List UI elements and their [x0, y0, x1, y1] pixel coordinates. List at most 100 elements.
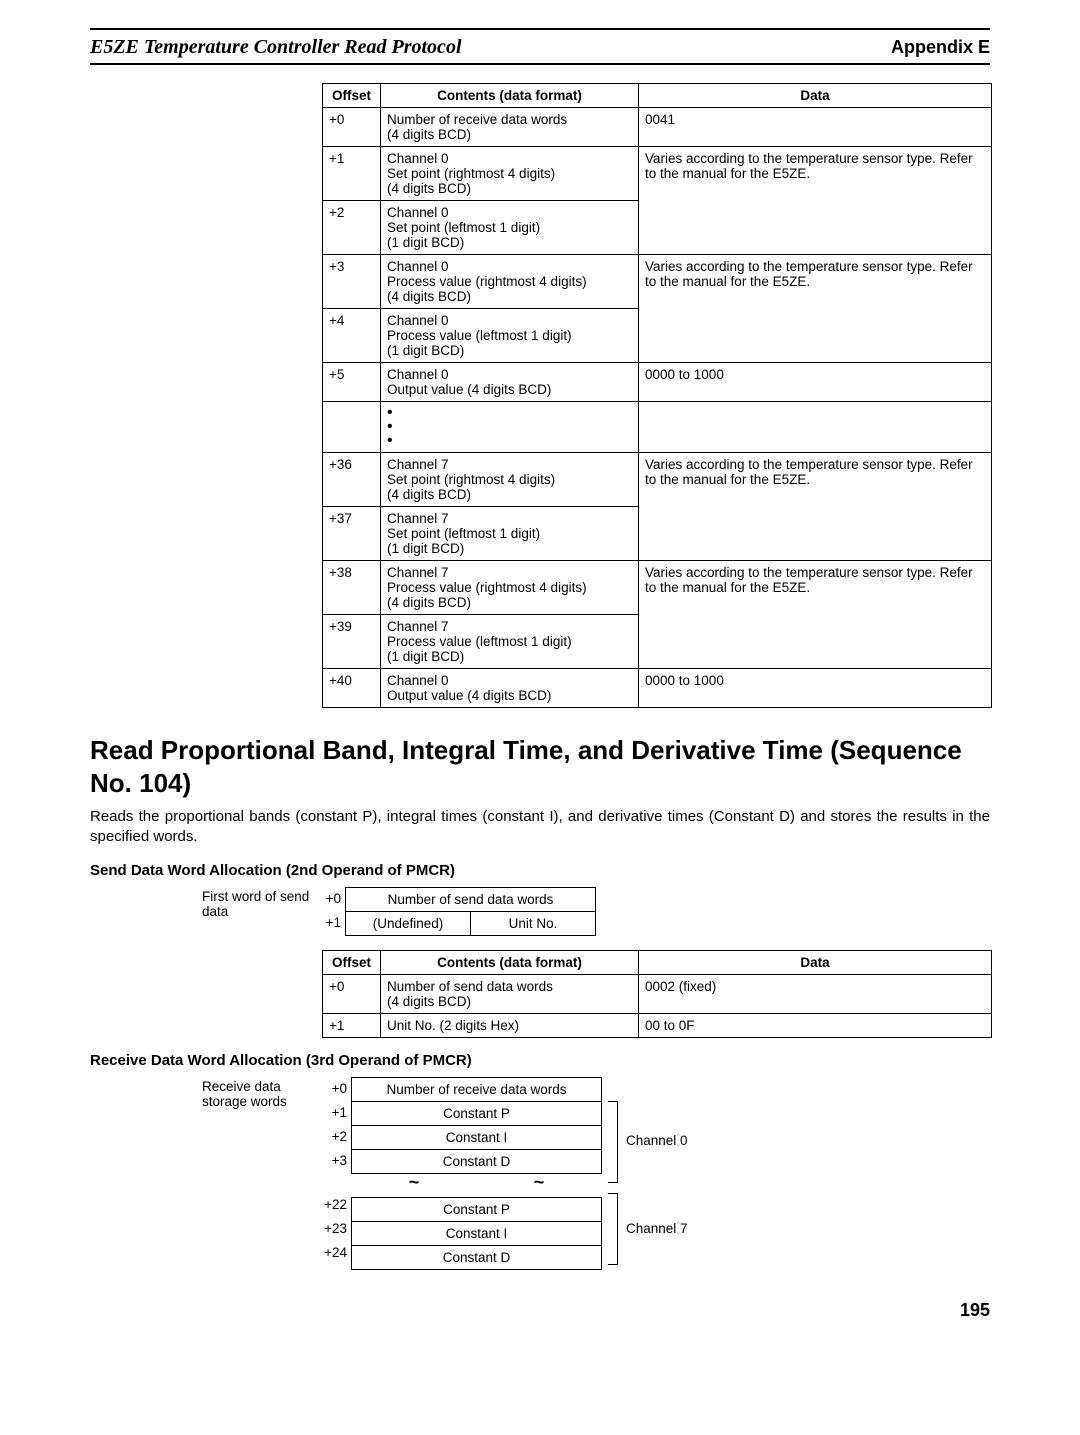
alloc-cell: (Undefined): [346, 911, 471, 935]
table-row: Constant I: [352, 1125, 602, 1149]
offset-label: +1: [317, 911, 345, 935]
page-header: E5ZE Temperature Controller Read Protoco…: [90, 36, 990, 65]
gap-row: ~ ~: [352, 1173, 602, 1197]
data-cell: Varies according to the temperature sens…: [639, 147, 992, 255]
alloc-cell: Constant P: [352, 1101, 602, 1125]
contents-cell: Unit No. (2 digits Hex): [381, 1013, 639, 1037]
contents-cell: Number of receive data words(4 digits BC…: [381, 108, 639, 147]
table-row: +0Number of send data words(4 digits BCD…: [323, 974, 992, 1013]
send-alloc-table: Number of send data words (Undefined) Un…: [345, 887, 596, 936]
offset-cell: +1: [323, 1013, 381, 1037]
contents-cell: Channel 7Set point (leftmost 1 digit)(1 …: [381, 507, 639, 561]
data-cell: 0041: [639, 108, 992, 147]
top-rule: [90, 28, 990, 30]
receive-data-table: Offset Contents (data format) Data +0Num…: [322, 83, 992, 708]
section-body: Reads the proportional bands (constant P…: [90, 807, 990, 848]
table-row: Constant I: [352, 1221, 602, 1245]
offset-label: +22: [317, 1193, 351, 1217]
data-cell: 0002 (fixed): [639, 974, 992, 1013]
section-title: Read Proportional Band, Integral Time, a…: [90, 734, 990, 799]
empty-cell: [323, 402, 381, 453]
data-cell: Varies according to the temperature sens…: [639, 453, 992, 561]
bracket-icon: [608, 1193, 618, 1265]
send-data-table: Offset Contents (data format) Data +0Num…: [322, 950, 992, 1038]
table-header-row: Offset Contents (data format) Data: [323, 950, 992, 974]
contents-cell: Channel 0Process value (leftmost 1 digit…: [381, 309, 639, 363]
contents-cell: Channel 0Output value (4 digits BCD): [381, 363, 639, 402]
recv-alloc-table: Number of receive data words Constant P …: [351, 1077, 602, 1270]
table-row: +0Number of receive data words(4 digits …: [323, 108, 992, 147]
offset-cell: +37: [323, 507, 381, 561]
alloc-cell: Constant D: [352, 1149, 602, 1173]
table-row: Constant P: [352, 1101, 602, 1125]
offset-cell: +39: [323, 615, 381, 669]
header-right: Appendix E: [891, 37, 990, 58]
table-row: +40Channel 0Output value (4 digits BCD)0…: [323, 669, 992, 708]
contents-cell: Channel 7Process value (leftmost 1 digit…: [381, 615, 639, 669]
th-data: Data: [639, 950, 992, 974]
offset-label: +0: [317, 1077, 351, 1101]
data-cell: 00 to 0F: [639, 1013, 992, 1037]
table-row: Constant P: [352, 1197, 602, 1221]
page-number: 195: [90, 1300, 990, 1321]
alloc-cell: Number of receive data words: [352, 1077, 602, 1101]
offset-label: +23: [317, 1217, 351, 1241]
table-row: +1Channel 0Set point (rightmost 4 digits…: [323, 147, 992, 201]
offset-label: +3: [317, 1149, 351, 1173]
bracket-label: Channel 7: [626, 1221, 688, 1236]
table-row: +5Channel 0Output value (4 digits BCD)00…: [323, 363, 992, 402]
contents-cell: Number of send data words(4 digits BCD): [381, 974, 639, 1013]
th-offset: Offset: [323, 950, 381, 974]
offset-cell: +38: [323, 561, 381, 615]
table-row: (Undefined) Unit No.: [346, 911, 596, 935]
table-header-row: Offset Contents (data format) Data: [323, 84, 992, 108]
table-row: •••: [323, 402, 992, 453]
contents-cell: Channel 0Set point (leftmost 1 digit)(1 …: [381, 201, 639, 255]
header-left: E5ZE Temperature Controller Read Protoco…: [90, 36, 462, 59]
alloc-cell: Constant I: [352, 1125, 602, 1149]
contents-cell: Channel 0Process value (rightmost 4 digi…: [381, 255, 639, 309]
contents-cell: Channel 0Set point (rightmost 4 digits)(…: [381, 147, 639, 201]
th-contents: Contents (data format): [381, 84, 639, 108]
data-cell: Varies according to the temperature sens…: [639, 561, 992, 669]
alloc-cell: Number of send data words: [346, 887, 596, 911]
offset-label: +24: [317, 1241, 351, 1265]
send-alloc-offsets: +0 +1: [317, 887, 345, 935]
table-row: Number of send data words: [346, 887, 596, 911]
send-alloc-label: First word of send data: [202, 887, 317, 919]
offset-label: +0: [317, 887, 345, 911]
alloc-cell: Constant D: [352, 1245, 602, 1269]
tilde-icon: ~: [409, 1172, 420, 1192]
offset-label: +1: [317, 1101, 351, 1125]
table-row: Constant D: [352, 1245, 602, 1269]
offset-cell: +5: [323, 363, 381, 402]
th-contents: Contents (data format): [381, 950, 639, 974]
bracket-icon: [608, 1101, 618, 1183]
table-row: +36Channel 7Set point (rightmost 4 digit…: [323, 453, 992, 507]
offset-cell: +2: [323, 201, 381, 255]
table-row: +1Unit No. (2 digits Hex)00 to 0F: [323, 1013, 992, 1037]
recv-alloc-diagram: Receive data storage words +0 +1 +2 +3 +…: [202, 1077, 990, 1270]
offset-cell: +0: [323, 974, 381, 1013]
table-row: Number of receive data words: [352, 1077, 602, 1101]
bracket-label: Channel 0: [626, 1133, 688, 1148]
send-heading: Send Data Word Allocation (2nd Operand o…: [90, 862, 990, 879]
offset-cell: +36: [323, 453, 381, 507]
table-row: +3Channel 0Process value (rightmost 4 di…: [323, 255, 992, 309]
offset-cell: +0: [323, 108, 381, 147]
recv-alloc-label: Receive data storage words: [202, 1077, 317, 1109]
table-row: Constant D: [352, 1149, 602, 1173]
alloc-cell: Constant I: [352, 1221, 602, 1245]
contents-cell: Channel 7Process value (rightmost 4 digi…: [381, 561, 639, 615]
th-data: Data: [639, 84, 992, 108]
data-cell: 0000 to 1000: [639, 363, 992, 402]
th-offset: Offset: [323, 84, 381, 108]
data-cell: 0000 to 1000: [639, 669, 992, 708]
offset-cell: +4: [323, 309, 381, 363]
send-alloc-diagram: First word of send data +0 +1 Number of …: [202, 887, 990, 936]
offset-cell: +3: [323, 255, 381, 309]
contents-cell: Channel 0Output value (4 digits BCD): [381, 669, 639, 708]
recv-alloc-offsets: +0 +1 +2 +3 +22 +23 +24: [317, 1077, 351, 1265]
recv-heading: Receive Data Word Allocation (3rd Operan…: [90, 1052, 990, 1069]
alloc-cell: Unit No.: [471, 911, 596, 935]
